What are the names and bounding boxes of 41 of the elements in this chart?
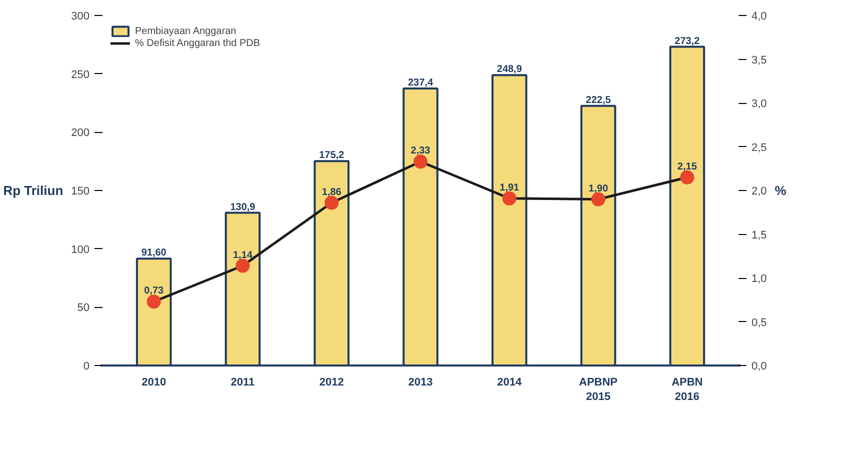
legend-label: % Defisit Anggaran thd PDB	[135, 37, 260, 49]
x-tick-label: APBNP 2015	[579, 376, 618, 403]
x-tick-label: 2012	[319, 376, 344, 388]
y-tick-label: 0	[83, 360, 90, 372]
data-label: 222,5	[586, 94, 612, 106]
y-tick-label: 300	[71, 10, 90, 22]
y2-tick-label: 3,5	[752, 54, 767, 66]
data-label: 175,2	[319, 150, 345, 162]
x-tick-label: 2010	[142, 376, 166, 388]
x-tick-label: 2011	[230, 376, 255, 388]
data-label: 237,4	[408, 78, 434, 89]
y2-tick-label: 3,0	[752, 98, 767, 110]
y2-tick-label: 2,5	[752, 142, 767, 154]
y2-tick-label: 0,5	[752, 316, 767, 329]
x-tick-label: APBN 2016	[672, 376, 703, 403]
y2-tick-label: 4,0	[752, 10, 767, 22]
y2-tick-label: 2,0	[752, 186, 767, 198]
data-label: 1,14	[232, 250, 253, 261]
data-label: 2,15	[677, 161, 698, 172]
data-label: 1,90	[588, 183, 608, 194]
x-tick-label: 2013	[408, 376, 433, 388]
data-label: 0,73	[144, 286, 164, 297]
data-label: 248,9	[496, 64, 522, 76]
data-label: 1,91	[500, 182, 520, 194]
y-tick-label: 200	[71, 127, 90, 140]
x-tick-label: 2014	[497, 376, 523, 388]
data-label: 273,2	[674, 36, 700, 47]
y2-tick-label: 1,5	[752, 229, 767, 242]
data-label: 2,33	[410, 146, 431, 157]
y-tick-label: 150	[71, 186, 90, 198]
y-tick-label: 250	[71, 68, 90, 81]
data-label: 91,60	[141, 248, 167, 259]
data-label: 130,9	[230, 202, 256, 213]
legend-label: Pembiayaan Anggaran	[135, 25, 236, 37]
data-label: 1,86	[322, 186, 342, 198]
y2-tick-label: 0,0	[752, 360, 767, 372]
y2-tick-label: 1,0	[752, 273, 767, 285]
y-tick-label: 50	[77, 302, 90, 314]
y-tick-label: 100	[71, 244, 90, 256]
y2-axis-title: %	[774, 183, 787, 198]
y-axis-title: Rp Triliun	[3, 183, 64, 198]
